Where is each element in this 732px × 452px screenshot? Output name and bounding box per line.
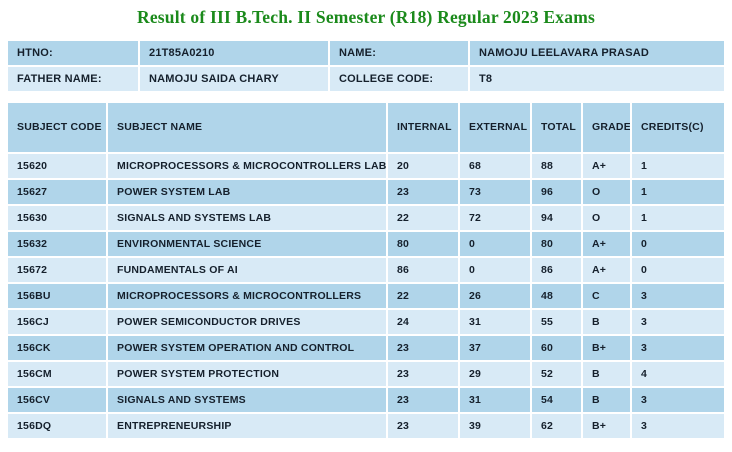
info-label: COLLEGE CODE:	[330, 67, 468, 91]
table-row-cell: 68	[460, 154, 530, 178]
table-row-cell: 3	[632, 414, 724, 438]
info-value: 21T85A0210	[140, 41, 328, 65]
table-row-cell: 22	[388, 284, 458, 308]
table-row-cell: MICROPROCESSORS & MICROCONTROLLERS	[108, 284, 386, 308]
table-row-cell: 0	[460, 258, 530, 282]
table-row-cell: B	[583, 362, 630, 386]
column-header: INTERNAL	[388, 103, 458, 152]
column-header: TOTAL	[532, 103, 581, 152]
table-row-cell: 52	[532, 362, 581, 386]
student-info-table: HTNO: 21T85A0210 NAME: NAMOJU LEELAVARA PRA…	[8, 41, 724, 91]
table-row-cell: 0	[632, 258, 724, 282]
info-value: NAMOJU SAIDA CHARY	[140, 67, 328, 91]
table-row-cell: 80	[388, 232, 458, 256]
column-header: SUBJECT NAME	[108, 103, 386, 152]
table-row-cell: 15630	[8, 206, 106, 230]
table-row-cell: A+	[583, 154, 630, 178]
table-row-cell: 39	[460, 414, 530, 438]
info-label: FATHER NAME:	[8, 67, 138, 91]
table-row-cell: MICROPROCESSORS & MICROCONTROLLERS LAB	[108, 154, 386, 178]
table-row-cell: 26	[460, 284, 530, 308]
table-row-cell: 15620	[8, 154, 106, 178]
table-row-cell: 0	[460, 232, 530, 256]
table-row-cell: 73	[460, 180, 530, 204]
table-row-cell: 156DQ	[8, 414, 106, 438]
table-row-cell: 1	[632, 180, 724, 204]
table-row-cell: 72	[460, 206, 530, 230]
table-row-cell: 31	[460, 310, 530, 334]
table-row-cell: 3	[632, 284, 724, 308]
table-row-cell: O	[583, 206, 630, 230]
info-value: NAMOJU LEELAVARA PRASAD	[470, 41, 724, 65]
table-row-cell: 88	[532, 154, 581, 178]
table-row-cell: 55	[532, 310, 581, 334]
table-row-cell: A+	[583, 258, 630, 282]
table-row-cell: A+	[583, 232, 630, 256]
results-table: SUBJECT CODE SUBJECT NAME INTERNAL EXTERNAL…	[8, 103, 724, 438]
table-row-cell: 54	[532, 388, 581, 412]
table-row-cell: 15632	[8, 232, 106, 256]
table-row-cell: 15627	[8, 180, 106, 204]
info-label: HTNO:	[8, 41, 138, 65]
table-row-cell: 37	[460, 336, 530, 360]
column-header: SUBJECT CODE	[8, 103, 106, 152]
table-row-cell: 156CJ	[8, 310, 106, 334]
table-row-cell: 48	[532, 284, 581, 308]
table-row-cell: 156CM	[8, 362, 106, 386]
column-header: GRADE	[583, 103, 630, 152]
table-row-cell: 23	[388, 414, 458, 438]
table-row-cell: 3	[632, 336, 724, 360]
page-title: Result of III B.Tech. II Semester (R18) …	[136, 7, 595, 27]
column-header: EXTERNAL	[460, 103, 530, 152]
table-row-cell: 86	[532, 258, 581, 282]
table-row-cell: 3	[632, 388, 724, 412]
table-row-cell: POWER SEMICONDUCTOR DRIVES	[108, 310, 386, 334]
table-row-cell: FUNDAMENTALS OF AI	[108, 258, 386, 282]
info-value: T8	[470, 67, 724, 91]
table-row-cell: POWER SYSTEM LAB	[108, 180, 386, 204]
table-row-cell: 22	[388, 206, 458, 230]
table-row-cell: 0	[632, 232, 724, 256]
table-row-cell: 96	[532, 180, 581, 204]
table-row-cell: 23	[388, 388, 458, 412]
table-row-cell: 4	[632, 362, 724, 386]
table-row-cell: 156BU	[8, 284, 106, 308]
table-row-cell: 156CV	[8, 388, 106, 412]
column-header: CREDITS(C)	[632, 103, 724, 152]
table-row-cell: 31	[460, 388, 530, 412]
table-row-cell: 23	[388, 362, 458, 386]
table-row-cell: POWER SYSTEM PROTECTION	[108, 362, 386, 386]
table-row-cell: ENTREPRENEURSHIP	[108, 414, 386, 438]
table-row-cell: 23	[388, 336, 458, 360]
table-row-cell: B+	[583, 336, 630, 360]
table-row-cell: B	[583, 310, 630, 334]
table-row-cell: 15672	[8, 258, 106, 282]
table-row-cell: O	[583, 180, 630, 204]
table-row-cell: B+	[583, 414, 630, 438]
table-row-cell: 24	[388, 310, 458, 334]
table-row-cell: B	[583, 388, 630, 412]
table-row-cell: 1	[632, 154, 724, 178]
table-row-cell: 156CK	[8, 336, 106, 360]
table-row-cell: 94	[532, 206, 581, 230]
table-row-cell: SIGNALS AND SYSTEMS	[108, 388, 386, 412]
table-row-cell: SIGNALS AND SYSTEMS LAB	[108, 206, 386, 230]
table-row-cell: POWER SYSTEM OPERATION AND CONTROL	[108, 336, 386, 360]
table-row-cell: 20	[388, 154, 458, 178]
table-row-cell: 29	[460, 362, 530, 386]
table-row-cell: 1	[632, 206, 724, 230]
table-row-cell: 3	[632, 310, 724, 334]
table-row-cell: 23	[388, 180, 458, 204]
table-row-cell: 86	[388, 258, 458, 282]
table-row-cell: 62	[532, 414, 581, 438]
table-row-cell: 80	[532, 232, 581, 256]
table-row-cell: ENVIRONMENTAL SCIENCE	[108, 232, 386, 256]
table-row-cell: 60	[532, 336, 581, 360]
info-label: NAME:	[330, 41, 468, 65]
table-row-cell: C	[583, 284, 630, 308]
